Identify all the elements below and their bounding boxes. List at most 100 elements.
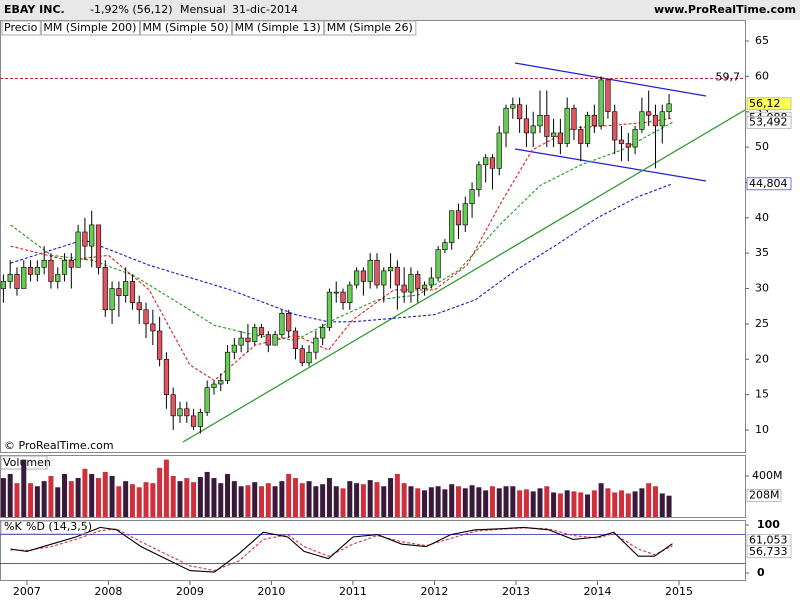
y-tick-label: 10 <box>755 423 769 436</box>
volume-bar <box>320 484 326 517</box>
candle-body <box>428 277 434 286</box>
volume-bar <box>598 483 604 517</box>
candle-body <box>136 302 142 311</box>
candle-body <box>0 281 6 289</box>
symbol: EBAY INC. <box>4 3 65 16</box>
price-label-box <box>746 116 792 129</box>
stoch-label: 56,733 <box>749 545 788 558</box>
volume-bar <box>551 492 557 517</box>
volume-bar <box>163 459 169 517</box>
candle-body <box>238 337 244 346</box>
volume-bar <box>82 468 88 517</box>
candle-body <box>211 383 217 388</box>
candle-body <box>27 267 34 275</box>
candle-body <box>387 267 394 272</box>
volume-bar <box>394 473 400 517</box>
volume-bar <box>109 476 115 517</box>
volume-bar <box>265 483 271 517</box>
volume-bar <box>619 490 625 517</box>
reference-label: 59,7 <box>716 70 741 83</box>
legend-box <box>324 20 417 36</box>
volume-bar <box>469 485 475 517</box>
candle-body <box>584 114 591 144</box>
volume-bar <box>340 488 346 517</box>
volume-bar <box>585 494 591 517</box>
candle-body <box>666 103 672 113</box>
volume-bar <box>517 490 523 517</box>
volume-bar <box>62 473 68 517</box>
volume-bar <box>14 483 20 517</box>
volume-bar <box>666 495 672 517</box>
candle-body <box>89 224 95 247</box>
date: 31-dic-2014 <box>232 3 298 16</box>
candle-body <box>530 125 536 134</box>
candle-body <box>605 79 611 113</box>
candle-body <box>306 351 312 364</box>
candle-body <box>170 394 176 417</box>
candle-body <box>523 118 530 134</box>
price-panel <box>0 20 746 453</box>
volume-bar <box>354 483 360 517</box>
candle-body <box>245 337 251 342</box>
candle-body <box>231 344 237 353</box>
volume-bar <box>136 487 142 517</box>
price-label: 44,804 <box>749 177 788 190</box>
volume-bar <box>496 488 502 517</box>
candle-body <box>381 270 387 286</box>
candle-body <box>489 157 496 169</box>
y-tick-label: 25 <box>755 317 769 330</box>
volume-bar <box>489 486 495 517</box>
volume-bar <box>367 480 373 517</box>
legend-box <box>139 20 233 36</box>
candle-body <box>394 267 400 286</box>
volume-bar <box>646 483 652 517</box>
volume-bar <box>530 491 536 517</box>
candle-body <box>333 291 339 294</box>
candle-body <box>455 210 462 226</box>
volume-bar <box>591 490 597 517</box>
x-tick-label: 2007 <box>13 585 41 598</box>
volume-bar <box>659 493 665 517</box>
site: www.ProRealTime.com <box>654 3 796 16</box>
x-tick-label: 2012 <box>420 585 448 598</box>
volume-bar <box>211 478 217 517</box>
stoch-label-box <box>746 545 792 559</box>
volume-bar <box>449 484 455 517</box>
candle-body <box>184 408 190 417</box>
legend-d: %D (14,3,5) <box>26 520 92 533</box>
candle-body <box>177 408 183 417</box>
copyright: © ProRealTime.com <box>4 439 114 452</box>
volume-bar <box>605 488 611 517</box>
volume-bar <box>34 486 40 517</box>
volume-bar <box>333 486 339 517</box>
stoch-panel <box>0 520 746 581</box>
moving-average <box>10 183 673 323</box>
volume-bar <box>7 473 13 517</box>
volume-bar <box>564 490 570 517</box>
change: -1,92% (56,12) <box>90 3 172 16</box>
candle-body <box>571 107 577 130</box>
volume-bar <box>150 483 156 517</box>
volume-bar <box>197 477 203 517</box>
candle-body <box>340 291 346 303</box>
candle-body <box>415 274 421 289</box>
volume-bar <box>483 490 489 517</box>
candle-body <box>204 387 210 413</box>
volume-bar <box>89 473 95 517</box>
candle-body <box>632 129 638 148</box>
candle-body <box>292 330 299 349</box>
candle-body <box>659 111 665 127</box>
candle-body <box>442 242 448 250</box>
candle-body <box>639 111 645 130</box>
volume-bar <box>41 481 47 517</box>
candle-body <box>116 288 122 296</box>
volume-bar <box>435 486 441 517</box>
candle-body <box>129 281 136 303</box>
volume-bar <box>170 476 176 517</box>
price-label: 53,492 <box>749 115 788 128</box>
candle-body <box>537 114 543 127</box>
volume-bar <box>252 482 258 517</box>
volume-bar <box>578 492 584 517</box>
moving-average <box>10 121 673 341</box>
y-tick-label: 65 <box>755 34 769 47</box>
